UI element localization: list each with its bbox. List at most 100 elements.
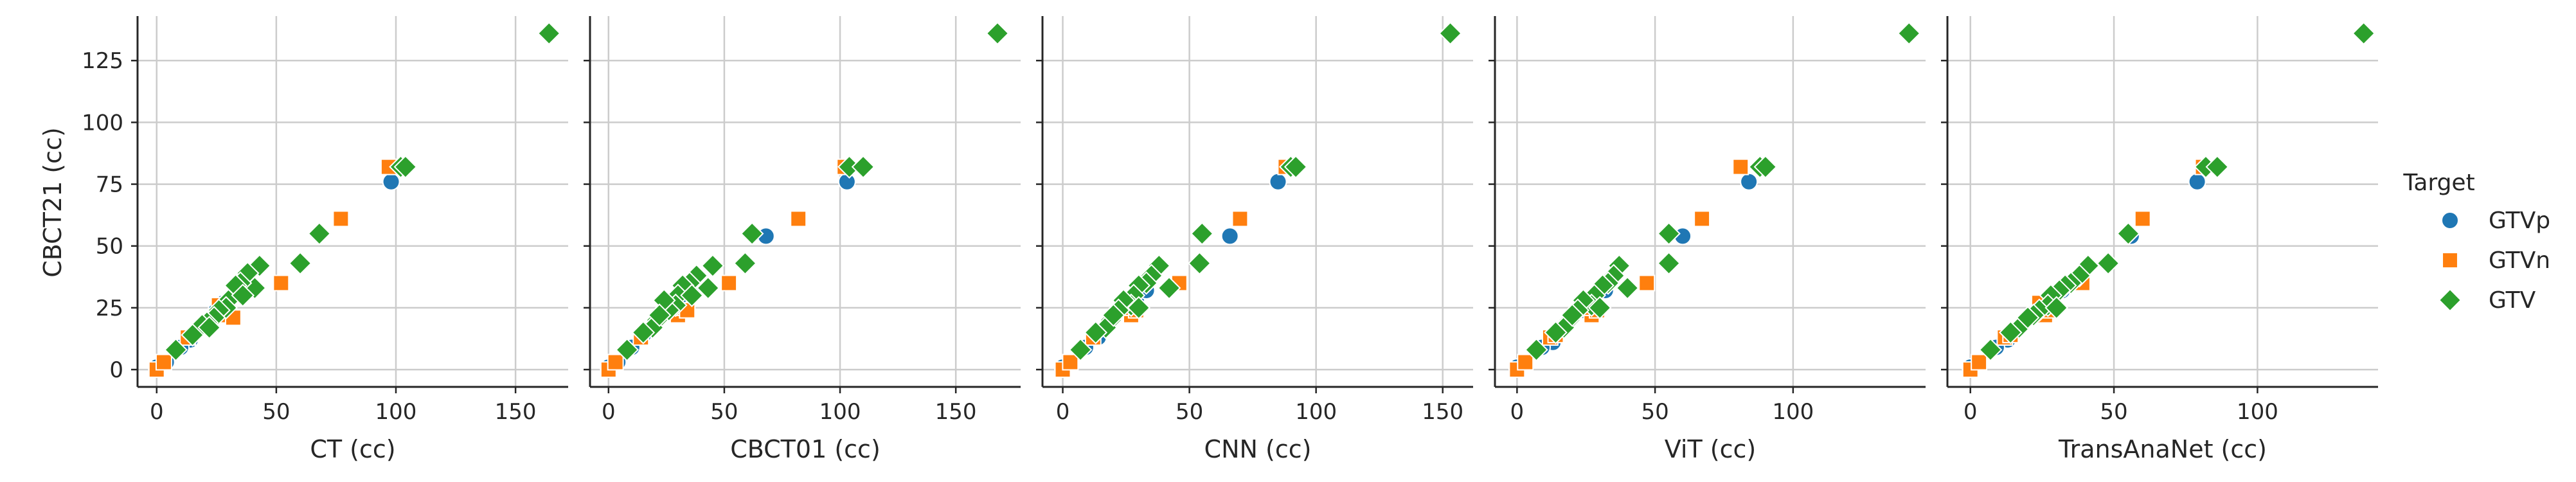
data-point-gtv [1753,155,1778,179]
data-point-gtv [393,155,418,179]
data-point-gtv [181,323,204,347]
series-gtvn [1508,158,1749,379]
x-tick-label: 50 [262,399,290,425]
data-point-gtv [1525,337,1548,362]
data-point-gtv [1657,251,1681,275]
data-point-gtv [733,251,757,275]
x-tick-label: 50 [1176,399,1203,425]
series-gtv [164,21,561,362]
data-point-gtv [2352,21,2375,46]
x-axis-label: TransAnaNet (cc) [2058,435,2267,463]
data-point-gtv [680,283,704,307]
x-tick-label: 0 [1056,399,1070,425]
x-tick-label: 100 [1295,399,1337,425]
data-point-gtvp [382,172,400,191]
data-point-gtv [1127,296,1151,320]
data-point-gtv [231,283,255,307]
data-point-gtvn [1231,210,1249,228]
legend-marker-gtvn [2442,252,2458,269]
data-point-gtv [1190,222,1214,245]
y-axis-label: CBCT21 (cc) [39,127,67,278]
x-tick-label: 150 [1422,399,1463,425]
data-point-gtvp [1221,227,1239,245]
x-tick-label: 0 [1963,399,1978,425]
data-point-gtv [647,303,672,327]
data-point-gtv [1588,296,1612,320]
data-point-gtv [631,321,656,344]
x-tick-label: 100 [819,399,861,425]
data-point-gtv [197,316,221,339]
legend-marker-gtvp [2441,211,2459,229]
legend-label-gtv: GTV [2489,287,2536,314]
x-tick-label: 100 [2237,399,2278,425]
legend-entry-gtvp: GTVp [2441,208,2550,234]
data-point-gtvp [1740,172,1758,191]
x-tick-label: 0 [150,399,164,425]
data-point-gtv [1068,337,1093,362]
data-point-gtv [1560,303,1584,327]
data-point-gtv [1657,222,1681,245]
data-point-gtv [164,337,188,362]
data-point-gtv [307,222,332,245]
y-tick-label: 50 [96,234,123,260]
legend-label-gtvn: GTVn [2489,247,2550,274]
data-point-gtvn [607,353,624,371]
data-point-gtv [288,251,312,275]
series-gtvn [1054,158,1294,379]
x-tick-label: 0 [602,399,616,425]
data-point-gtv [2205,155,2230,179]
legend: Target GTVp GTVn GTV [2402,170,2550,314]
x-axis-label: CBCT01 (cc) [730,435,881,463]
data-point-gtv [2116,222,2140,245]
data-point-gtvn [1971,353,1988,371]
series-gtvn [148,158,397,379]
data-point-gtv [1084,321,1108,344]
data-point-gtv [1897,21,1921,46]
panel-5: 0 50 100 TransAnaNet (cc) [1941,16,2378,463]
panels-layer: 0 25 50 75 100 125 0 50 100 150 CT (cc) 0 50 100 150 CB… [82,16,2378,463]
y-tick-label: 75 [96,172,123,198]
data-point-gtvn [1638,274,1656,292]
series-gtv [1978,21,2375,362]
data-point-gtv [1438,21,1462,46]
data-point-gtv [1188,251,1212,275]
data-point-gtv [1544,321,1568,344]
legend-label-gtvp: GTVp [2489,208,2550,234]
y-tick-label: 125 [82,48,123,74]
data-point-gtv [851,155,875,179]
data-point-gtvn [1694,210,1711,228]
data-point-gtv [1102,303,1125,327]
x-axis-label: ViT (cc) [1665,435,1756,463]
data-point-gtv [1284,155,1308,179]
data-point-gtv [615,337,639,362]
data-point-gtv [2016,305,2040,330]
x-tick-label: 150 [935,399,977,425]
x-tick-label: 50 [2100,399,2127,425]
data-point-gtv [1978,337,2003,362]
data-point-gtvn [720,274,738,292]
data-point-gtv [2044,296,2069,320]
data-point-gtv [1157,276,1181,300]
data-point-gtv [1998,321,2023,344]
data-point-gtv [537,21,561,46]
series-gtv [615,21,1010,362]
data-point-gtvn [1517,353,1534,371]
data-point-gtvn [332,210,350,228]
x-tick-label: 100 [375,399,417,425]
data-point-gtv [740,222,764,245]
x-tick-label: 150 [495,399,537,425]
x-tick-label: 0 [1510,399,1525,425]
x-axis-label: CNN (cc) [1204,435,1312,463]
data-point-gtv [1615,276,1640,300]
panel-2: 0 50 100 150 CBCT01 (cc) [584,16,1021,463]
x-tick-label: 50 [1641,399,1668,425]
data-point-gtvn [790,210,807,228]
data-point-gtv [985,21,1010,46]
legend-entry-gtv: GTV [2438,287,2536,314]
series-gtv [1068,21,1462,362]
x-axis-label: CT (cc) [310,435,395,463]
series-gtv [1525,21,1921,362]
legend-entry-gtvn: GTVn [2442,247,2550,274]
data-point-gtvn [1732,158,1749,175]
